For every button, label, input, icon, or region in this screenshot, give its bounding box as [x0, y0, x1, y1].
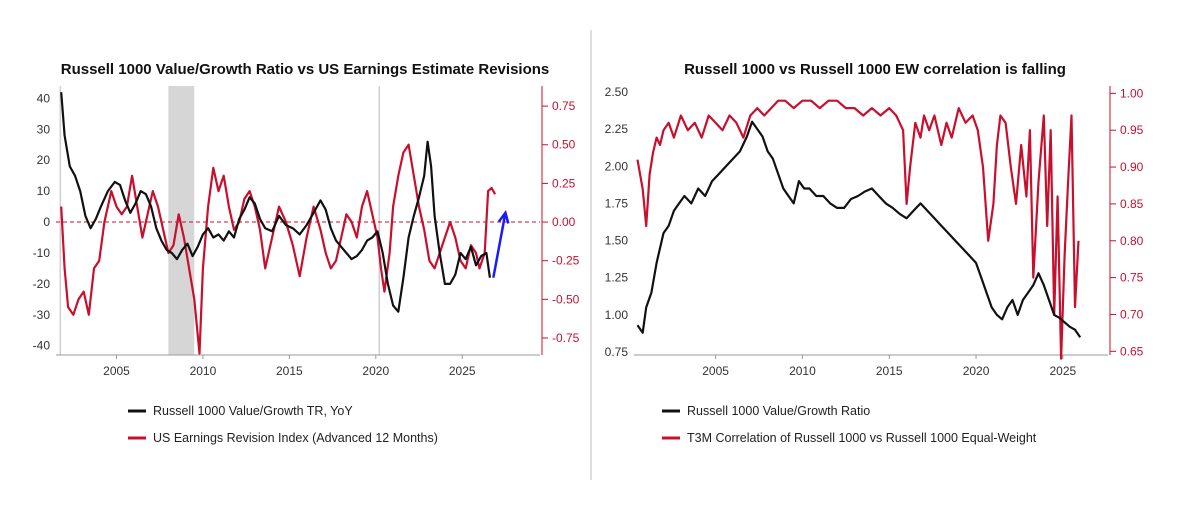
- left-chart: Russell 1000 Value/Growth Ratio vs US Ea…: [33, 61, 580, 445]
- left-y-right-tick-1: 0.50: [552, 138, 576, 152]
- right-y-right-tick-6: 0.70: [1120, 307, 1144, 321]
- left-chart-title: Russell 1000 Value/Growth Ratio vs US Ea…: [61, 61, 550, 78]
- right-series-red-line: [636, 99, 1080, 360]
- right-x-tick-0: 2005: [702, 364, 729, 378]
- left-y-right-tick-0: 0.75: [552, 99, 576, 113]
- right-x-tick-4: 2025: [1050, 364, 1077, 378]
- right-legend-label-red: T3M Correlation of Russell 1000 vs Russe…: [687, 431, 1037, 445]
- left-recession-shade-0: [168, 86, 195, 355]
- left-plot-area: 403020100-10-20-30-400.750.500.250.00-0.…: [33, 86, 580, 378]
- left-legend-label-black: Russell 1000 Value/Growth TR, YoY: [153, 404, 353, 418]
- right-x-tick-2: 2015: [876, 364, 903, 378]
- left-y-right-tick-4: -0.25: [552, 254, 580, 268]
- left-x-tick-0: 2005: [103, 364, 130, 378]
- left-y-right-tick-6: -0.75: [552, 331, 580, 345]
- left-y-left-tick-1: 30: [37, 122, 51, 136]
- left-y-left-tick-8: -40: [33, 339, 51, 353]
- right-y-left-tick-2: 2.00: [605, 159, 629, 173]
- right-y-right-tick-1: 0.95: [1120, 123, 1144, 137]
- left-series-red-line: [60, 143, 497, 355]
- right-y-right-tick-4: 0.80: [1120, 234, 1144, 248]
- left-x-tick-3: 2020: [362, 364, 389, 378]
- left-x-tick-2: 2015: [276, 364, 303, 378]
- right-y-left-tick-1: 2.25: [605, 122, 629, 136]
- right-y-left-tick-0: 2.50: [605, 85, 629, 99]
- right-plot-area: 2.50 2.25 2.00 1.75 1.50 1.25 1.00 0.75 1.00 0.95…: [605, 85, 1144, 378]
- left-y-right-tick-2: 0.25: [552, 176, 576, 190]
- right-x-tick-3: 2020: [963, 364, 990, 378]
- right-chart: Russell 1000 vs Russell 1000 EW correlat…: [605, 61, 1144, 445]
- right-y-right-tick-2: 0.90: [1120, 160, 1144, 174]
- left-x-tick-1: 2010: [190, 364, 217, 378]
- right-y-left-tick-6: 1.00: [605, 308, 629, 322]
- right-y-left-tick-5: 1.25: [605, 271, 629, 285]
- right-chart-title: Russell 1000 vs Russell 1000 EW correlat…: [684, 61, 1066, 78]
- left-legend-label-red: US Earnings Revision Index (Advanced 12 …: [153, 431, 438, 445]
- right-y-left-tick-3: 1.75: [605, 196, 629, 210]
- right-series-black-line: [636, 120, 1082, 338]
- left-y-left-tick-3: 10: [37, 184, 51, 198]
- left-y-left-tick-2: 20: [37, 153, 51, 167]
- right-y-left-tick-4: 1.50: [605, 234, 629, 248]
- left-y-left-tick-5: -10: [33, 246, 51, 260]
- left-y-left-tick-6: -20: [33, 277, 51, 291]
- left-y-left-tick-4: 0: [43, 215, 50, 229]
- left-series-black-line: [60, 92, 491, 313]
- left-y-right-tick-5: -0.50: [552, 292, 580, 306]
- left-trend-arrow-head: [497, 209, 510, 224]
- left-x-tick-4: 2025: [449, 364, 476, 378]
- left-y-left-tick-7: -30: [33, 308, 51, 322]
- right-y-right-tick-3: 0.85: [1120, 197, 1144, 211]
- right-y-right-tick-0: 1.00: [1120, 86, 1144, 100]
- left-y-right-tick-3: 0.00: [552, 215, 576, 229]
- right-y-right-tick-5: 0.75: [1120, 271, 1144, 285]
- right-legend-label-black: Russell 1000 Value/Growth Ratio: [687, 404, 870, 418]
- right-x-tick-1: 2010: [789, 364, 816, 378]
- right-y-right-tick-7: 0.65: [1120, 344, 1144, 358]
- right-y-left-tick-7: 0.75: [605, 345, 629, 359]
- left-y-left-tick-0: 40: [37, 91, 51, 105]
- left-trend-arrow-shaft: [492, 212, 507, 278]
